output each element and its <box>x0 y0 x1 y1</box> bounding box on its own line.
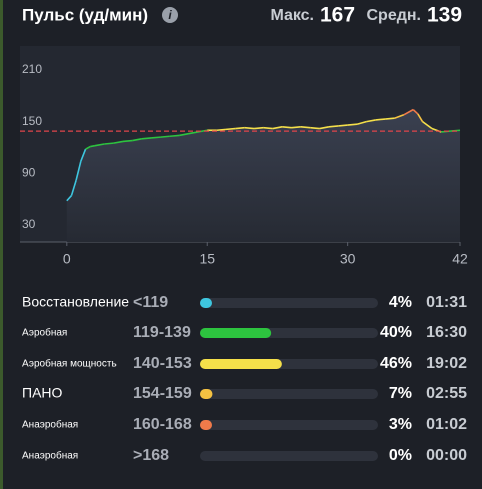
hr-line-segment <box>291 126 301 129</box>
zone-range: <119 <box>133 294 168 311</box>
hr-line-segment <box>75 161 82 181</box>
zone-name: ПАНО <box>22 385 63 401</box>
x-tick-label: 30 <box>340 251 356 267</box>
y-tick-label: 150 <box>22 114 42 128</box>
hr-line-segment <box>282 126 292 129</box>
zone-time: 16:30 <box>426 324 467 341</box>
y-tick-label: 90 <box>22 165 36 179</box>
hr-line-segment <box>66 195 73 202</box>
zone-range: >168 <box>133 447 169 464</box>
hr-line-segment <box>422 121 433 130</box>
zone-range: 160-168 <box>133 416 192 433</box>
hr-line-segment <box>179 132 189 137</box>
hr-line-segment <box>412 109 419 115</box>
zone-range: 140-153 <box>133 355 192 372</box>
hr-line-segment <box>150 136 161 139</box>
hr-line-segment <box>263 126 273 130</box>
avg-value: 139 <box>427 4 462 27</box>
hr-line-segment <box>141 137 152 140</box>
hr-line-segment <box>417 113 424 123</box>
avg-label: Средн. <box>367 7 422 24</box>
zone-bar <box>200 389 213 399</box>
zone-percent: 3% <box>389 416 412 433</box>
hr-line-segment <box>104 142 114 145</box>
zone-bar <box>200 328 272 338</box>
zone-range: 154-159 <box>133 385 192 402</box>
hr-line-segment <box>85 145 91 150</box>
zone-name: Аэробная <box>22 327 67 339</box>
zone-percent: 4% <box>389 294 412 311</box>
info-icon[interactable] <box>162 7 178 23</box>
x-tick-label: 42 <box>452 251 468 267</box>
hr-line-segment <box>375 118 386 121</box>
zone-time: 01:31 <box>426 294 467 311</box>
zone-track <box>200 298 378 308</box>
zone-track <box>200 451 378 461</box>
max-value: 167 <box>320 4 355 27</box>
zone-percent: 40% <box>380 324 412 341</box>
zone-range: 119-139 <box>133 324 191 341</box>
hr-line-segment <box>300 126 311 129</box>
hr-line-segment <box>160 135 170 138</box>
zone-time: 19:02 <box>426 355 467 372</box>
hr-line-segment <box>225 127 236 131</box>
y-tick-label: 30 <box>22 217 36 231</box>
hr-line-segment <box>310 126 320 130</box>
hr-line-segment <box>366 119 376 123</box>
zone-bar <box>200 298 212 308</box>
zone-name: Аэробная мощность <box>22 358 117 370</box>
x-tick-label: 15 <box>199 251 215 267</box>
zone-percent: 0% <box>389 447 412 464</box>
hr-line-segment <box>132 138 142 142</box>
hr-line-segment <box>347 123 358 126</box>
edge <box>0 0 3 489</box>
y-tick-label: 210 <box>22 62 42 76</box>
zone-track <box>200 420 378 430</box>
max-label: Макс. <box>270 7 314 24</box>
zone-name: Восстановление <box>22 294 129 310</box>
zone-percent: 46% <box>380 355 412 372</box>
hr-line-segment <box>356 120 367 125</box>
hr-line-segment <box>80 148 87 162</box>
hr-line-segment <box>169 134 180 138</box>
hr-line-segment <box>90 144 96 148</box>
hr-line-segment <box>403 108 414 116</box>
zone-time: 02:55 <box>426 385 467 402</box>
hr-line-segment <box>253 126 264 130</box>
hr-line-segment <box>272 126 283 130</box>
hr-line-segment <box>94 143 105 147</box>
hr-line-segment <box>188 131 199 135</box>
x-tick-label: 0 <box>63 251 71 267</box>
zone-name: Анаэробная <box>22 419 78 431</box>
hr-line-segment <box>70 179 77 196</box>
hr-line-segment <box>328 125 339 128</box>
zone-percent: 7% <box>389 385 412 402</box>
hr-line-segment <box>113 140 124 144</box>
hr-line-segment <box>235 126 245 130</box>
zone-name: Анаэробная <box>22 450 78 462</box>
zone-time: 00:00 <box>426 447 467 464</box>
zone-track <box>200 389 378 399</box>
area <box>66 109 461 242</box>
hr-line-segment <box>319 126 330 130</box>
zone-time: 01:02 <box>426 416 467 433</box>
hr-line-segment <box>216 128 227 132</box>
zone-bar <box>200 359 282 369</box>
title: Пульс (уд/мин) <box>22 5 148 24</box>
info-icon-glyph: i <box>168 8 172 22</box>
hr-line-segment <box>394 114 405 119</box>
zone-bar <box>200 420 212 430</box>
hr-line-segment <box>244 126 255 130</box>
hr-line-segment <box>122 139 133 143</box>
hr-line-segment <box>338 124 348 127</box>
hr-line-segment <box>385 117 395 120</box>
